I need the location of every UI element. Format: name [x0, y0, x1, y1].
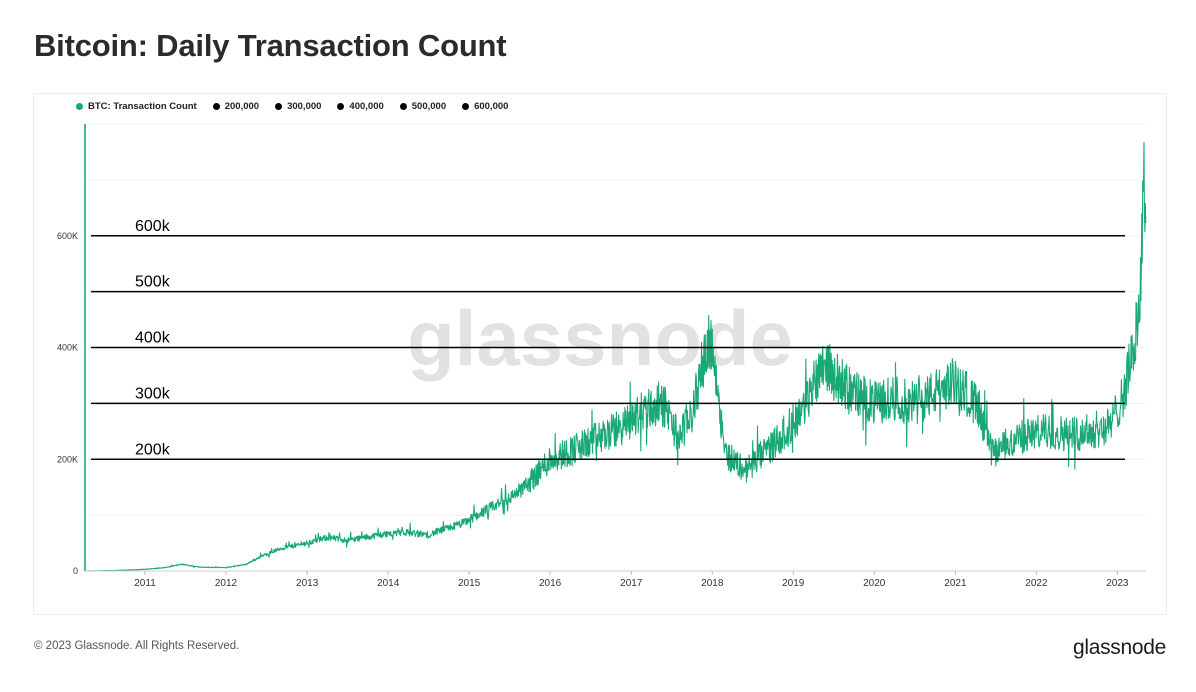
legend-label: 500,000 [411, 101, 447, 112]
legend-label: 200,000 [224, 101, 260, 112]
watermark: glassnode [407, 294, 793, 382]
legend-dot-icon [399, 103, 407, 110]
legend-label: 400,000 [349, 101, 384, 112]
reference-annotation: 200k [135, 441, 171, 458]
chart-legend: BTC: Transaction Count 200,000 300,000 400,… [76, 101, 508, 112]
x-tick-label: 2018 [701, 578, 724, 589]
x-tick-label: 2011 [134, 578, 156, 589]
legend-item[interactable]: 500,000 [399, 101, 447, 112]
chart-panel [33, 93, 1167, 615]
x-tick-label: 2014 [377, 578, 400, 589]
x-tick-label: 2023 [1106, 578, 1129, 589]
series-line-btc-transaction-count [83, 141, 1147, 572]
page-title: Bitcoin: Daily Transaction Count [34, 28, 507, 63]
copyright-footer: © 2023 Glassnode. All Rights Reserved. [34, 640, 240, 652]
reference-annotation: 300k [135, 385, 171, 402]
legend-label: BTC: Transaction Count [88, 101, 197, 112]
legend-dot-icon [337, 103, 345, 110]
y-tick-label: 200K [57, 454, 78, 464]
reference-lines-layer: 200k 300k 400k 500k 600k [91, 218, 1125, 460]
y-tick-label: 0 [73, 566, 78, 576]
reference-annotation: 400k [135, 330, 171, 347]
legend-dot-icon [76, 103, 83, 110]
legend-dot-icon [462, 103, 470, 110]
x-tick-label: 2017 [620, 578, 643, 589]
x-tick-label: 2021 [944, 578, 967, 589]
x-tick-label: 2012 [215, 578, 238, 589]
legend-item[interactable]: 300,000 [275, 101, 321, 112]
series-layer [83, 124, 1147, 572]
y-tick-label: 400K [57, 343, 78, 353]
legend-item[interactable]: 600,000 [462, 101, 508, 112]
reference-annotation: 600k [135, 218, 171, 235]
x-tick-label: 2019 [782, 578, 805, 589]
legend-dot-icon [275, 103, 283, 110]
axis-layer: 2011 2012 2013 2014 2015 2016 2017 2018 2019 2020… [57, 231, 1146, 589]
brand-logo[interactable]: glassnode [1072, 636, 1166, 659]
legend-item[interactable]: 200,000 [212, 101, 260, 112]
x-tick-label: 2020 [863, 578, 886, 589]
legend-label: 300,000 [287, 101, 322, 112]
reference-annotation: 500k [135, 274, 171, 291]
x-tick-label: 2016 [539, 578, 562, 589]
x-tick-label: 2015 [458, 578, 481, 589]
legend-item[interactable]: BTC: Transaction Count [76, 101, 197, 112]
legend-label: 600,000 [474, 101, 509, 112]
legend-dot-icon [212, 103, 220, 110]
y-tick-label: 600K [57, 231, 78, 241]
x-tick-label: 2022 [1025, 578, 1048, 589]
x-tick-label: 2013 [296, 578, 319, 589]
legend-item[interactable]: 400,000 [337, 101, 384, 112]
